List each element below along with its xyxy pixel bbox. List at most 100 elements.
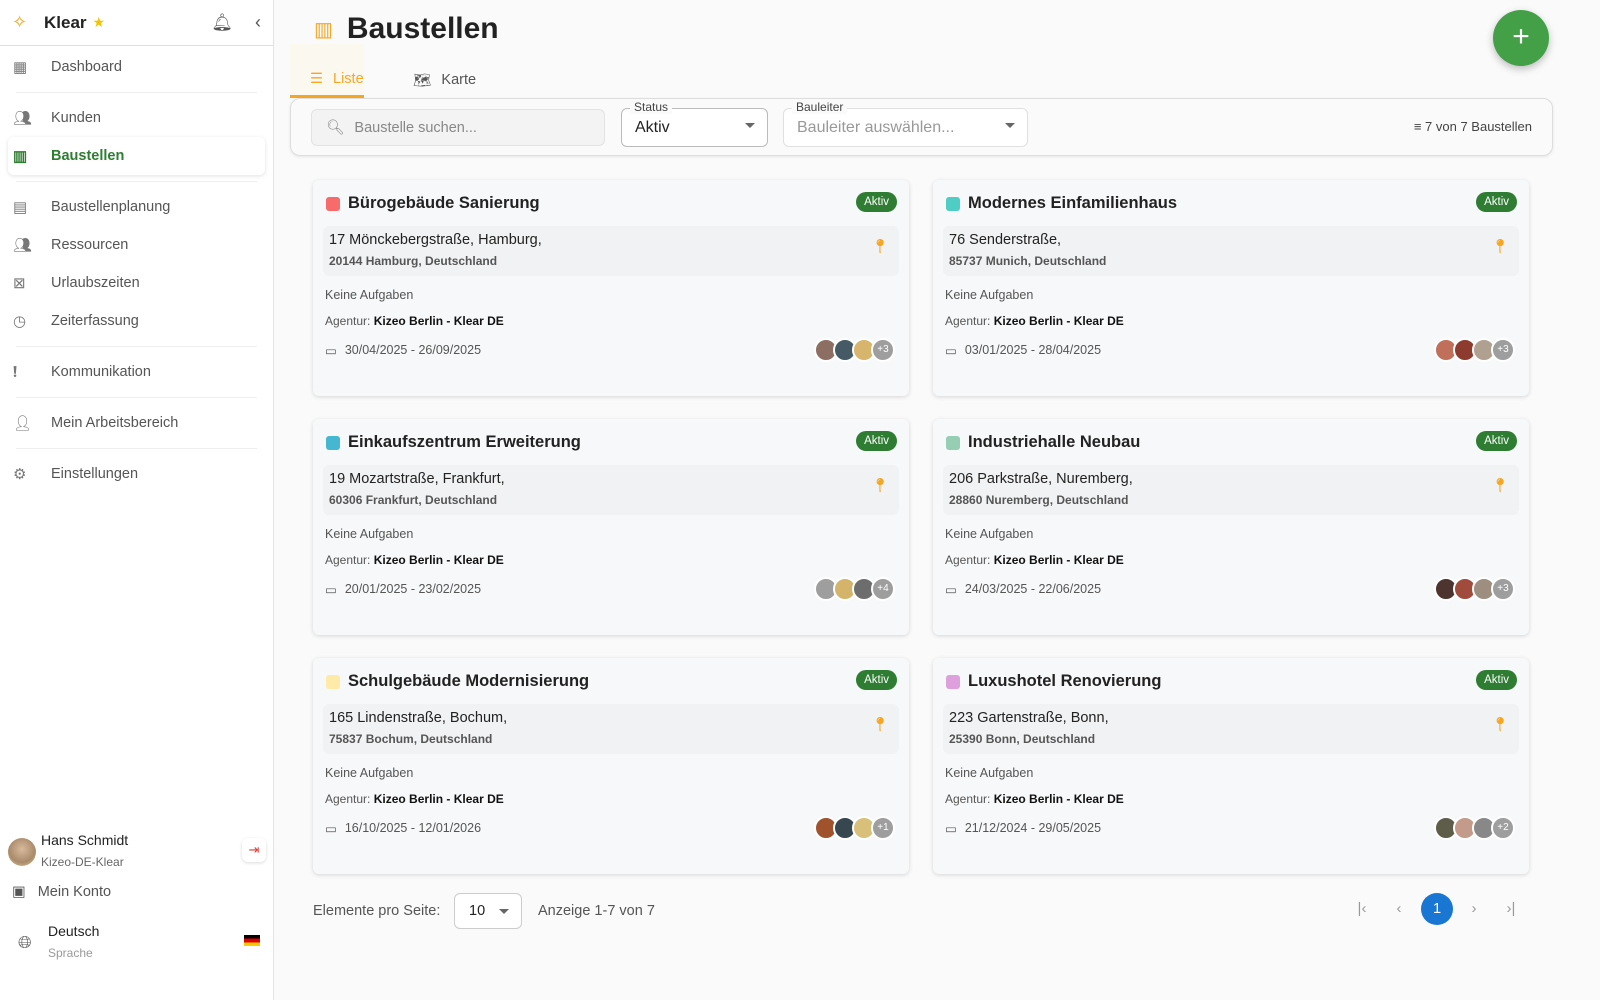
site-card[interactable]: Luxushotel Renovierung Aktiv 223 Gartens… [933,658,1529,874]
sidebar-item-kunden[interactable]: 👥︎ Kunden [0,99,265,137]
building-icon: ▥ [13,148,28,165]
pagination: Elemente pro Seite: 10 Anzeige 1-7 von 7… [313,893,1553,929]
per-page-select[interactable]: 10 [454,893,522,929]
more-avatars-count: +3 [1491,577,1515,601]
status-select[interactable]: Status Aktiv [621,100,768,147]
feedback-icon: ❗︎ [13,363,18,381]
per-page-value: 10 [469,903,486,919]
site-address: 206 Parkstraße, Nuremberg, 28860 Nurember… [943,465,1519,515]
calendar-icon: ▭ [945,344,957,358]
date-range-text: 03/01/2025 - 28/04/2025 [964,343,1102,357]
map-pin-icon[interactable]: 📍︎ [871,716,889,732]
bauleiter-select[interactable]: Bauleiter Bauleiter auswählen... [783,100,1028,147]
tab-liste[interactable]: ☰ Liste [290,44,364,98]
site-card[interactable]: Schulgebäude Modernisierung Aktiv 165 Li… [313,658,909,874]
assignee-avatars[interactable]: +3 [814,338,895,362]
avatar [833,577,857,601]
page-button-current[interactable]: 1 [1421,893,1453,925]
address-city: 28860 Nuremberg, Deutschland [949,493,1129,507]
map-pin-icon[interactable]: 📍︎ [871,477,889,493]
site-address: 17 Mönckebergstraße, Hamburg, 20144 Hambu… [323,226,899,276]
sidebar-item-baustellenplanung[interactable]: ▤ Baustellenplanung [0,188,265,226]
last-page-icon[interactable]: ›| [1506,900,1516,917]
date-range: ▭ 21/12/2024 - 29/05/2025 [945,821,1101,836]
calendar-icon: ▭ [945,822,957,836]
sidebar-item-ressourcen[interactable]: 👥︎ Ressourcen [0,226,265,264]
site-card[interactable]: Einkaufszentrum Erweiterung Aktiv 19 Moz… [313,419,909,635]
search-input[interactable]: 🔍︎ Baustelle suchen... [311,109,605,146]
assignee-avatars[interactable]: +1 [814,816,895,840]
assignee-avatars[interactable]: +2 [1434,816,1515,840]
sidebar-item-mein-arbeitsbereich[interactable]: 👤︎ Mein Arbeitsbereich [0,404,265,442]
assignee-avatars[interactable]: +4 [814,577,895,601]
divider [16,92,257,93]
agency-name: Kizeo Berlin - Klear DE [373,792,504,806]
agency-label: Agentur: [945,792,991,806]
site-card[interactable]: Bürogebäude Sanierung Aktiv 17 Mönckeber… [313,180,909,396]
first-page-icon[interactable]: |‹ [1357,900,1367,917]
status-value: Aktiv [635,118,670,136]
calendar-icon: ▤ [13,199,28,216]
result-count-text: 7 von 7 Baustellen [1425,119,1532,134]
sidebar-item-label: Zeiterfassung [51,313,139,329]
map-pin-icon[interactable]: 📍︎ [1491,716,1509,732]
site-address: 19 Mozartstraße, Frankfurt, 60306 Frankfu… [323,465,899,515]
address-city: 20144 Hamburg, Deutschland [329,254,498,268]
my-account-link[interactable]: ▣ Mein Konto [12,884,111,900]
assignee-avatars[interactable]: +3 [1434,338,1515,362]
clock-icon: ◷ [13,313,27,330]
agency-text: Agentur: Kizeo Berlin - Klear DE [325,314,504,328]
result-count: ≡ 7 von 7 Baustellen [1414,119,1532,134]
sidebar-item-label: Ressourcen [51,237,129,253]
logout-icon[interactable]: ⇥ [242,838,266,862]
globe-icon: 🌐︎ [18,933,32,952]
my-account-label: Mein Konto [37,884,112,900]
date-range-text: 24/03/2025 - 22/06/2025 [964,582,1102,596]
sidebar-item-label: Baustellen [51,148,125,164]
date-range-text: 20/01/2025 - 23/02/2025 [344,582,482,596]
site-color-swatch [946,197,960,211]
prev-page-icon[interactable]: ‹ [1396,900,1402,917]
agency-label: Agentur: [945,553,991,567]
next-page-icon[interactable]: › [1471,900,1477,917]
status-badge: Aktiv [856,192,897,212]
site-card[interactable]: Industriehalle Neubau Aktiv 206 Parkstra… [933,419,1529,635]
date-range-text: 16/10/2025 - 12/01/2026 [344,821,482,835]
agency-text: Agentur: Kizeo Berlin - Klear DE [325,553,504,567]
site-card[interactable]: Modernes Einfamilienhaus Aktiv 76 Sender… [933,180,1529,396]
site-color-swatch [326,436,340,450]
sidebar-item-kommunikation[interactable]: ❗︎ Kommunikation [0,353,265,391]
sidebar-item-baustellen[interactable]: ▥ Baustellen [8,137,265,175]
sidebar-item-dashboard[interactable]: ▦ Dashboard [0,48,265,86]
filter-icon: ≡ [1413,119,1426,134]
date-range: ▭ 20/01/2025 - 23/02/2025 [325,582,481,597]
search-icon: 🔍︎ [326,120,345,136]
address-city: 75837 Bochum, Deutschland [329,732,493,746]
sidebar-item-zeiterfassung[interactable]: ◷ Zeiterfassung [0,302,265,340]
map-pin-icon[interactable]: 📍︎ [871,238,889,254]
status-badge: Aktiv [1476,192,1517,212]
map-pin-icon[interactable]: 📍︎ [1491,238,1509,254]
more-avatars-count: +3 [871,338,895,362]
sidebar-item-urlaubszeiten[interactable]: ⊠ Urlaubszeiten [0,264,265,302]
german-flag-icon [244,935,260,946]
status-badge: Aktiv [856,431,897,451]
map-pin-icon[interactable]: 📍︎ [1491,477,1509,493]
divider [16,448,257,449]
tasks-text: Keine Aufgaben [945,288,1034,302]
tab-karte[interactable]: 🗺︎ Karte [393,44,496,98]
assignee-avatars[interactable]: +3 [1434,577,1515,601]
language-label: Sprache [48,946,93,960]
star-icon[interactable]: ★ [92,14,106,30]
bell-icon[interactable]: 🔔︎ [211,12,233,32]
add-site-button[interactable]: + [1493,10,1549,66]
address-city: 25390 Bonn, Deutschland [949,732,1096,746]
sidebar-item-label: Kommunikation [51,364,151,380]
site-name: Industriehalle Neubau [968,433,1141,451]
sidebar-item-einstellungen[interactable]: ⚙ Einstellungen [0,455,265,493]
collapse-sidebar-icon[interactable]: ‹ [255,12,261,32]
avatar [852,816,876,840]
chevron-down-icon [745,123,755,128]
sidebar-item-label: Baustellenplanung [51,199,171,215]
agency-label: Agentur: [325,553,371,567]
